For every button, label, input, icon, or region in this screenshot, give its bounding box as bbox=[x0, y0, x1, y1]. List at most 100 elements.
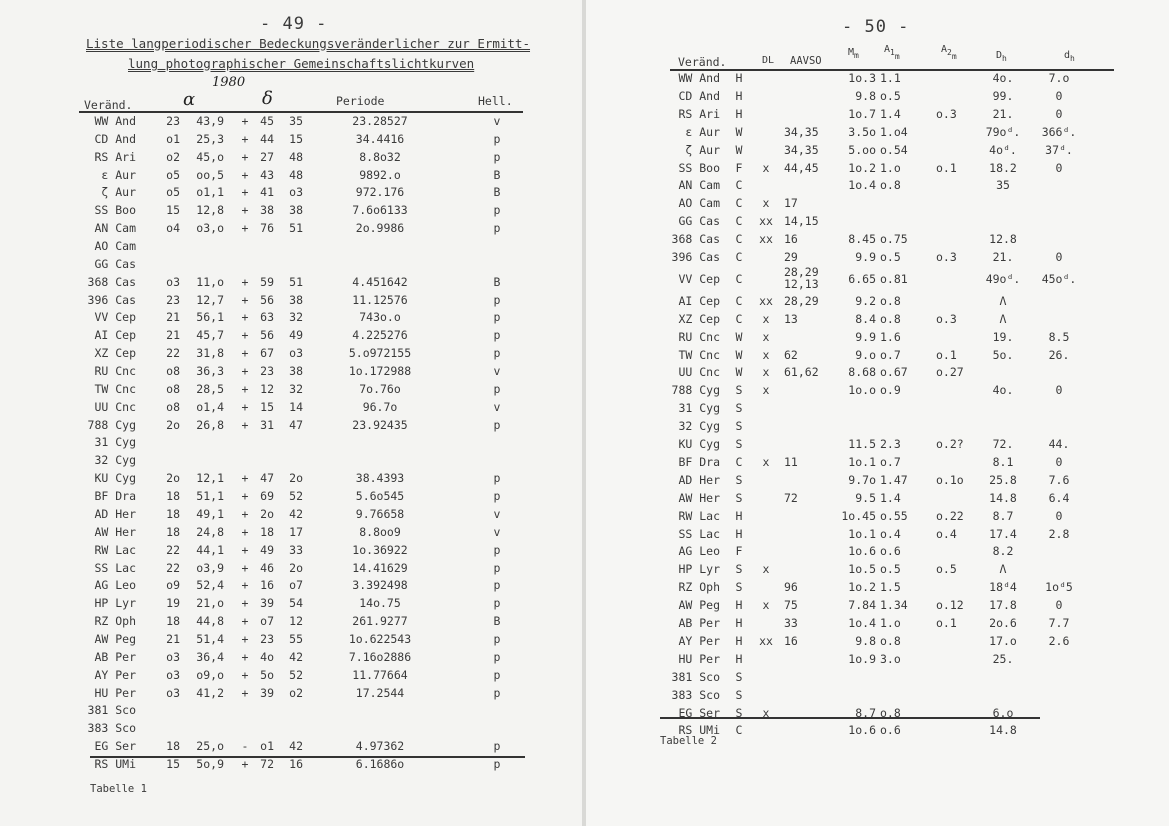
cell-sign: + bbox=[241, 114, 249, 128]
header-a2-label: A bbox=[941, 44, 948, 55]
cell-name: KU Cyg bbox=[94, 471, 136, 486]
cell-Dh: 8.7 bbox=[992, 508, 1014, 523]
header-mm-sub: m bbox=[854, 51, 859, 60]
cell-sign: + bbox=[241, 614, 249, 629]
cell-mm: 1o.4 bbox=[848, 178, 876, 193]
cell-dl: x bbox=[762, 196, 770, 211]
cell-am: o3,9 bbox=[196, 560, 224, 575]
cell-ah: o8 bbox=[166, 399, 180, 414]
cell-am: o9,o bbox=[196, 667, 224, 682]
cell-am: 5o,9 bbox=[196, 756, 224, 771]
cell-a1: o.5 bbox=[880, 562, 901, 577]
header-dl: DL bbox=[762, 55, 775, 66]
cell-Dh: 17.o bbox=[989, 633, 1017, 648]
cell-period: 9892.o bbox=[359, 167, 401, 182]
cell-am: 51,1 bbox=[196, 489, 224, 504]
cell-ah: o5 bbox=[166, 167, 180, 182]
cell-dm: 55 bbox=[289, 631, 303, 646]
cell-dh: 2.6 bbox=[1048, 633, 1070, 648]
cell-name: 32 Cyg bbox=[94, 453, 136, 468]
cell-sign: + bbox=[241, 221, 249, 236]
cell-dm: o3 bbox=[289, 185, 303, 200]
cell-name: TW Cnc bbox=[94, 381, 136, 396]
epoch-note: 1980 bbox=[212, 75, 246, 90]
cell-dm: o7 bbox=[289, 578, 303, 593]
cell-am: 11,o bbox=[196, 274, 224, 289]
cell-name: AY Per bbox=[94, 667, 136, 682]
cell-dh: 0 bbox=[1055, 598, 1063, 613]
cell-hell: p bbox=[493, 471, 501, 486]
cell-name: SS Boo bbox=[94, 203, 136, 218]
cell-ah: o9 bbox=[166, 578, 180, 593]
cell-mm: 7.84 bbox=[848, 598, 876, 613]
cell-dm: 42 bbox=[289, 739, 303, 754]
cell-hell: p bbox=[493, 131, 501, 146]
cell-dm: 32 bbox=[289, 310, 303, 325]
cell-type: W bbox=[735, 329, 743, 344]
cell-dm: 51 bbox=[289, 274, 303, 289]
cell-am: 41,2 bbox=[196, 685, 224, 700]
cell-name: WW And bbox=[94, 114, 136, 128]
cell-ah: 18 bbox=[166, 506, 180, 521]
cell-name: XZ Cep bbox=[94, 346, 136, 361]
cell-name: 788 Cyg bbox=[87, 417, 136, 432]
cell-period: 1o.36922 bbox=[352, 542, 408, 557]
cell-am: 25,3 bbox=[196, 131, 224, 146]
cell-sign: + bbox=[241, 578, 249, 593]
cell-a1: o.6 bbox=[880, 544, 901, 559]
cell-ah: o4 bbox=[166, 221, 180, 236]
header-variable: Veränd. bbox=[84, 98, 133, 112]
cell-period: 743o.o bbox=[359, 310, 401, 325]
cell-name: CD And bbox=[678, 88, 720, 103]
cell-name: TW Cnc bbox=[678, 347, 720, 362]
cell-sign: + bbox=[241, 364, 249, 379]
cell-type: F bbox=[735, 160, 743, 175]
cell-aavso: 62 bbox=[784, 347, 798, 362]
cell-ah: 18 bbox=[166, 614, 180, 629]
cell-dl: x bbox=[762, 454, 770, 469]
cell-a2: o.1 bbox=[936, 160, 957, 175]
cell-a2: o.3 bbox=[936, 311, 957, 326]
cell-type: H bbox=[735, 633, 743, 648]
cell-type: S bbox=[735, 437, 743, 451]
cell-sign: + bbox=[241, 524, 249, 539]
cell-Dh: 99. bbox=[992, 88, 1014, 103]
cell-name: SS Lac bbox=[678, 526, 720, 541]
cell-dl: x bbox=[762, 383, 770, 398]
cell-mm: 1o.2 bbox=[848, 160, 876, 175]
cell-a2: o.3 bbox=[936, 106, 957, 121]
cell-name: AI Cep bbox=[678, 293, 720, 308]
cell-name: 368 Cas bbox=[87, 274, 136, 289]
cell-Dh: 4o. bbox=[992, 383, 1014, 398]
header-aavso: AAVSO bbox=[790, 55, 822, 67]
cell-Dh: 49oᵈ. bbox=[985, 271, 1021, 286]
cell-name: WW And bbox=[678, 71, 720, 85]
cell-mm: 9.8 bbox=[855, 88, 876, 103]
cell-sign: + bbox=[241, 292, 249, 307]
cell-a1: o.8 bbox=[880, 178, 901, 193]
cell-am: 43,9 bbox=[196, 114, 224, 128]
cell-name: CD And bbox=[94, 131, 136, 146]
cell-name: 368 Cas bbox=[671, 232, 720, 247]
cell-dm: 16 bbox=[289, 756, 303, 771]
cell-dm: 49 bbox=[289, 328, 303, 343]
cell-type: H bbox=[735, 651, 743, 666]
cell-sign: + bbox=[241, 274, 249, 289]
cell-a1: o.7 bbox=[880, 454, 901, 469]
cell-dd: 31 bbox=[260, 417, 274, 432]
cell-aavso: 34,35 bbox=[784, 124, 819, 139]
cell-a1: 1.o4 bbox=[880, 124, 908, 139]
cell-name: BF Dra bbox=[94, 489, 136, 504]
cell-sign: + bbox=[241, 471, 249, 486]
cell-mm: 9.9 bbox=[855, 329, 876, 344]
cell-a1: 1.4 bbox=[880, 490, 901, 505]
header-Dh: Dh bbox=[996, 50, 1007, 63]
cell-am: o3,o bbox=[196, 221, 224, 236]
cell-Dh: 18ᵈ4 bbox=[989, 580, 1017, 595]
cell-hell: v bbox=[493, 506, 501, 521]
cell-name: 31 Cyg bbox=[678, 401, 720, 416]
cell-dd: 12 bbox=[260, 381, 274, 396]
cell-name: RS UMi bbox=[94, 756, 136, 771]
cell-type: H bbox=[735, 598, 743, 613]
cell-am: o1,4 bbox=[196, 399, 224, 414]
